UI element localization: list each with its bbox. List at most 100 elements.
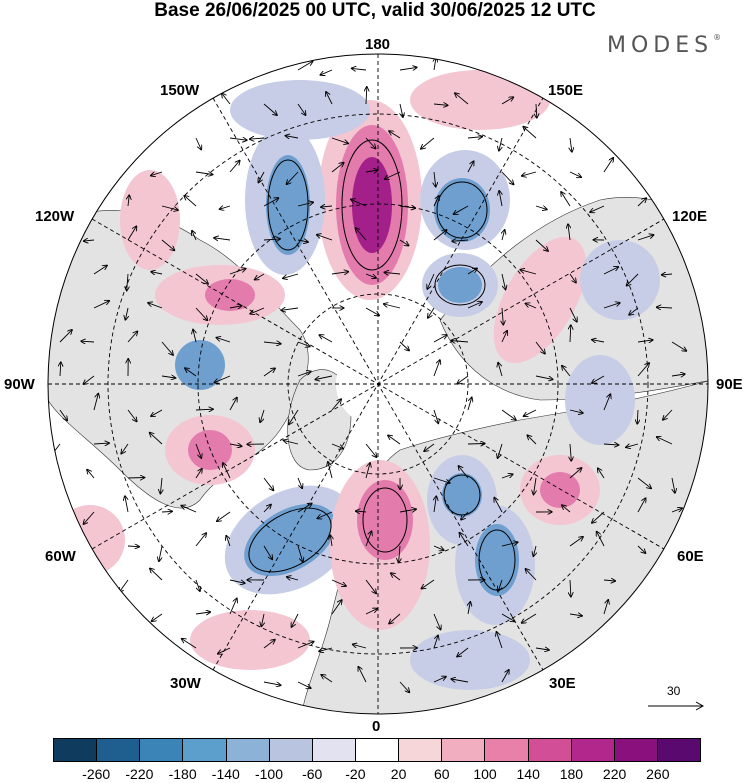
- wind-arrow: [151, 409, 163, 416]
- wind-arrow: [467, 398, 472, 411]
- wind-arrow: [433, 545, 444, 550]
- wind-arrow: [626, 444, 639, 447]
- wind-arrow: [365, 609, 377, 615]
- wind-arrow: [433, 477, 450, 483]
- wind-arrow: [152, 613, 163, 621]
- wind-arrow: [263, 103, 277, 115]
- positive-anomaly-patch: [188, 430, 232, 470]
- wind-arrow: [222, 93, 231, 105]
- colorbar-tick-label: 60: [434, 766, 450, 782]
- wind-arrow: [321, 675, 333, 683]
- negative-anomaly-patch: [266, 155, 310, 255]
- colorbar-swatch: [354, 739, 399, 761]
- wind-arrow: [570, 325, 571, 343]
- wind-arrow: [365, 463, 370, 479]
- lon-label-180: 180: [365, 36, 391, 53]
- colorbar-swatch: [527, 739, 571, 761]
- wind-arrow: [331, 579, 346, 586]
- wind-arrow: [569, 273, 576, 283]
- wind-arrow: [522, 613, 537, 623]
- wind-arrow: [522, 171, 537, 176]
- wind-arrow: [637, 477, 651, 488]
- colorbar-tick-label: 260: [646, 766, 670, 782]
- wind-arrow: [161, 239, 174, 250]
- positive-anomaly-patch: [120, 170, 180, 270]
- wind-arrow: [287, 171, 299, 184]
- wind-arrow: [59, 409, 67, 420]
- wind-arrow: [501, 97, 513, 105]
- wind-arrow: [534, 477, 537, 494]
- anomaly-patches: [55, 70, 660, 690]
- wind-arrow: [637, 409, 638, 424]
- contour-line: [267, 159, 309, 251]
- reference-vector-label: 30: [667, 684, 681, 698]
- wind-arrow: [292, 613, 299, 627]
- wind-arrow: [536, 103, 537, 118]
- wind-arrow: [81, 341, 95, 342]
- wind-arrow: [321, 206, 333, 207]
- colorbar-tick-labels: -260 -220 -180 -140 -100 -60 -20 20 60 100 140 180 2…: [0, 766, 750, 783]
- wind-arrow: [399, 681, 409, 692]
- wind-arrow: [365, 579, 376, 593]
- wind-arrow: [498, 443, 503, 458]
- wind-arrow: [603, 580, 615, 581]
- wind-arrow: [433, 613, 441, 630]
- wind-arrow: [127, 273, 128, 291]
- wind-arrow: [603, 600, 608, 615]
- wind-arrow: [151, 272, 163, 274]
- negative-anomaly-patch: [434, 178, 490, 242]
- map-disc: [48, 54, 708, 714]
- wind-arrow: [467, 161, 474, 173]
- lon-label-60w: 60W: [45, 548, 76, 565]
- wind-arrow: [671, 508, 682, 513]
- wind-arrow: [433, 409, 438, 423]
- wind-arrow: [597, 532, 605, 547]
- wind-arrow: [527, 435, 537, 445]
- wind-arrow: [637, 235, 654, 241]
- positive-anomaly-patch: [190, 610, 310, 670]
- wind-arrow: [84, 240, 95, 241]
- wind-arrow: [297, 240, 308, 242]
- wind-arrow: [217, 511, 231, 521]
- wind-arrow: [657, 307, 673, 308]
- lon-label-90e: 90E: [716, 376, 743, 393]
- wind-arrow: [315, 375, 333, 380]
- wind-arrow: [433, 335, 447, 343]
- wind-arrow: [671, 341, 686, 351]
- wind-arrow: [93, 443, 109, 444]
- wind-arrow: [459, 466, 469, 479]
- positive-anomaly-patch: [540, 472, 580, 508]
- wind-arrow: [331, 443, 343, 449]
- wind-arrow: [229, 306, 242, 308]
- wind-arrow: [502, 307, 503, 325]
- wind-arrow: [399, 206, 415, 208]
- wind-arrow: [214, 238, 231, 240]
- wind-arrow: [297, 202, 313, 207]
- wind-arrow: [161, 341, 173, 355]
- wind-arrow: [159, 545, 162, 561]
- wind-arrow: [603, 158, 613, 173]
- wind-arrow: [192, 231, 197, 241]
- wind-arrow: [320, 69, 333, 75]
- wind-arrow: [570, 579, 571, 597]
- wind-arrow: [526, 304, 537, 309]
- page-title: Base 26/06/2025 00 UTC, valid 30/06/2025…: [154, 0, 596, 21]
- wind-arrow: [365, 137, 376, 149]
- wind-arrow: [83, 375, 95, 384]
- wind-arrow: [501, 613, 515, 621]
- wind-arrow: [569, 468, 582, 479]
- wind-arrow: [428, 307, 435, 318]
- wind-arrow: [185, 368, 197, 377]
- wind-arrow: [297, 681, 311, 688]
- wind-arrow: [351, 199, 367, 207]
- wind-arrow: [161, 511, 172, 512]
- wind-arrow: [184, 196, 197, 207]
- colorbar-swatch: [441, 739, 485, 761]
- wind-arrow: [603, 444, 619, 445]
- colorbar-tick-label: -20: [345, 766, 366, 782]
- negative-anomaly-patch: [565, 355, 635, 445]
- wind-arrow: [562, 366, 571, 377]
- lon-label-150e: 150E: [548, 82, 584, 99]
- colorbar-swatch: [268, 739, 312, 761]
- wind-arrow: [195, 533, 206, 547]
